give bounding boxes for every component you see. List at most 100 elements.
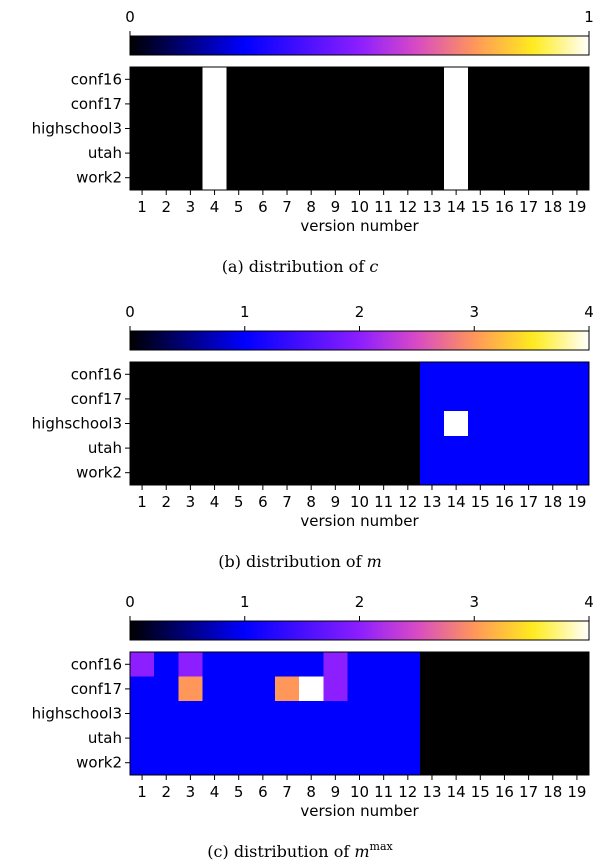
heatmap-cell xyxy=(371,362,397,388)
heatmap-cell xyxy=(419,116,445,142)
heatmap-cell xyxy=(371,386,397,412)
heatmap-cell xyxy=(154,386,179,412)
heatmap-cell xyxy=(516,652,542,678)
x-tick-label: 6 xyxy=(258,493,268,511)
heatmap-cell xyxy=(299,116,324,142)
x-tick-label: 7 xyxy=(282,198,292,216)
heatmap-cell xyxy=(299,435,324,461)
heatmap-cell xyxy=(250,725,276,751)
heatmap-cell xyxy=(444,435,469,461)
x-tick-label: 18 xyxy=(543,783,562,801)
heatmap-cell xyxy=(299,386,324,412)
heatmap-cell xyxy=(226,116,252,142)
heatmap-cell xyxy=(540,67,566,93)
heatmap-cell xyxy=(202,386,228,412)
heatmap-cell xyxy=(444,676,469,702)
heatmap-cell xyxy=(347,750,373,776)
heatmap-cell xyxy=(347,652,373,678)
heatmap-cell xyxy=(347,701,373,727)
heatmap-cell xyxy=(516,362,542,388)
heatmap-cell xyxy=(202,67,228,93)
heatmap-cell xyxy=(444,725,469,751)
heatmap-cell xyxy=(274,701,300,727)
heatmap-cell xyxy=(250,165,276,191)
heatmap-cell xyxy=(274,386,300,412)
heatmap-frame xyxy=(129,361,590,486)
heatmap-cell xyxy=(564,165,590,191)
colorbar-tick-label: 0 xyxy=(125,303,135,321)
x-axis-label: version number xyxy=(300,802,419,820)
x-tick-label: 11 xyxy=(374,493,393,511)
heatmap-cell xyxy=(444,386,469,412)
heatmap-cell xyxy=(419,725,445,751)
heatmap-cell xyxy=(299,750,324,776)
heatmap-cell xyxy=(371,116,397,142)
heatmap-cell xyxy=(468,652,493,678)
heatmap-cell xyxy=(419,386,445,412)
heatmap-cell xyxy=(226,725,252,751)
heatmap-cell xyxy=(202,725,228,751)
heatmap-cell xyxy=(564,67,590,93)
heatmap-cell xyxy=(250,435,276,461)
heatmap-cell xyxy=(178,411,204,437)
heatmap-cell xyxy=(274,362,300,388)
heatmap-cell xyxy=(202,362,228,388)
heatmap-cell xyxy=(395,411,421,437)
x-tick-label: 4 xyxy=(210,493,220,511)
heatmap-cell xyxy=(444,140,469,166)
figure-caption: (a) distribution of c xyxy=(222,257,379,276)
heatmap-cell xyxy=(468,411,493,437)
heatmap-cell xyxy=(419,362,445,388)
caption-variable: m xyxy=(354,842,369,861)
heatmap-cell xyxy=(540,652,566,678)
x-tick-label: 14 xyxy=(447,198,466,216)
x-tick-label: 9 xyxy=(331,493,341,511)
heatmap-cell xyxy=(468,67,493,93)
heatmap-cell xyxy=(492,91,518,117)
heatmap-frame xyxy=(129,651,590,776)
colorbar xyxy=(129,330,590,351)
heatmap-cell xyxy=(226,435,252,461)
heatmap-cell xyxy=(226,386,252,412)
heatmap-cell xyxy=(250,67,276,93)
heatmap-cell xyxy=(516,116,542,142)
heatmap-cell xyxy=(347,140,373,166)
heatmap-cell xyxy=(299,91,324,117)
heatmap-cell xyxy=(419,91,445,117)
x-tick-label: 14 xyxy=(447,783,466,801)
heatmap-cell xyxy=(444,701,469,727)
x-tick-label: 18 xyxy=(543,198,562,216)
heatmap-cell xyxy=(178,435,204,461)
heatmap-cell xyxy=(347,435,373,461)
x-tick-label: 1 xyxy=(137,783,147,801)
heatmap-cell xyxy=(226,140,252,166)
x-tick-label: 1 xyxy=(137,493,147,511)
heatmap-cell xyxy=(492,165,518,191)
x-tick-label: 8 xyxy=(306,198,316,216)
heatmap-cell xyxy=(395,140,421,166)
heatmap-cell xyxy=(250,116,276,142)
x-tick-label: 7 xyxy=(282,493,292,511)
heatmap-cell xyxy=(130,460,155,486)
heatmap-cell xyxy=(564,411,590,437)
heatmap-cell xyxy=(444,652,469,678)
heatmap-cell xyxy=(347,362,373,388)
colorbar-tick-label: 0 xyxy=(125,593,135,611)
heatmap-cell xyxy=(492,460,518,486)
heatmap-cell xyxy=(274,116,300,142)
heatmap-cell xyxy=(419,411,445,437)
heatmap-cell xyxy=(468,435,493,461)
heatmap-cell xyxy=(226,362,252,388)
heatmap-cell xyxy=(492,411,518,437)
heatmap-cell xyxy=(468,460,493,486)
heatmap-cell xyxy=(178,652,204,678)
heatmap-cell xyxy=(395,386,421,412)
heatmap-cell xyxy=(323,386,349,412)
heatmap-cell xyxy=(564,750,590,776)
heatmap-cell xyxy=(516,435,542,461)
heatmap-cell xyxy=(202,91,228,117)
heatmap-cell xyxy=(371,67,397,93)
heatmap-cell xyxy=(226,411,252,437)
